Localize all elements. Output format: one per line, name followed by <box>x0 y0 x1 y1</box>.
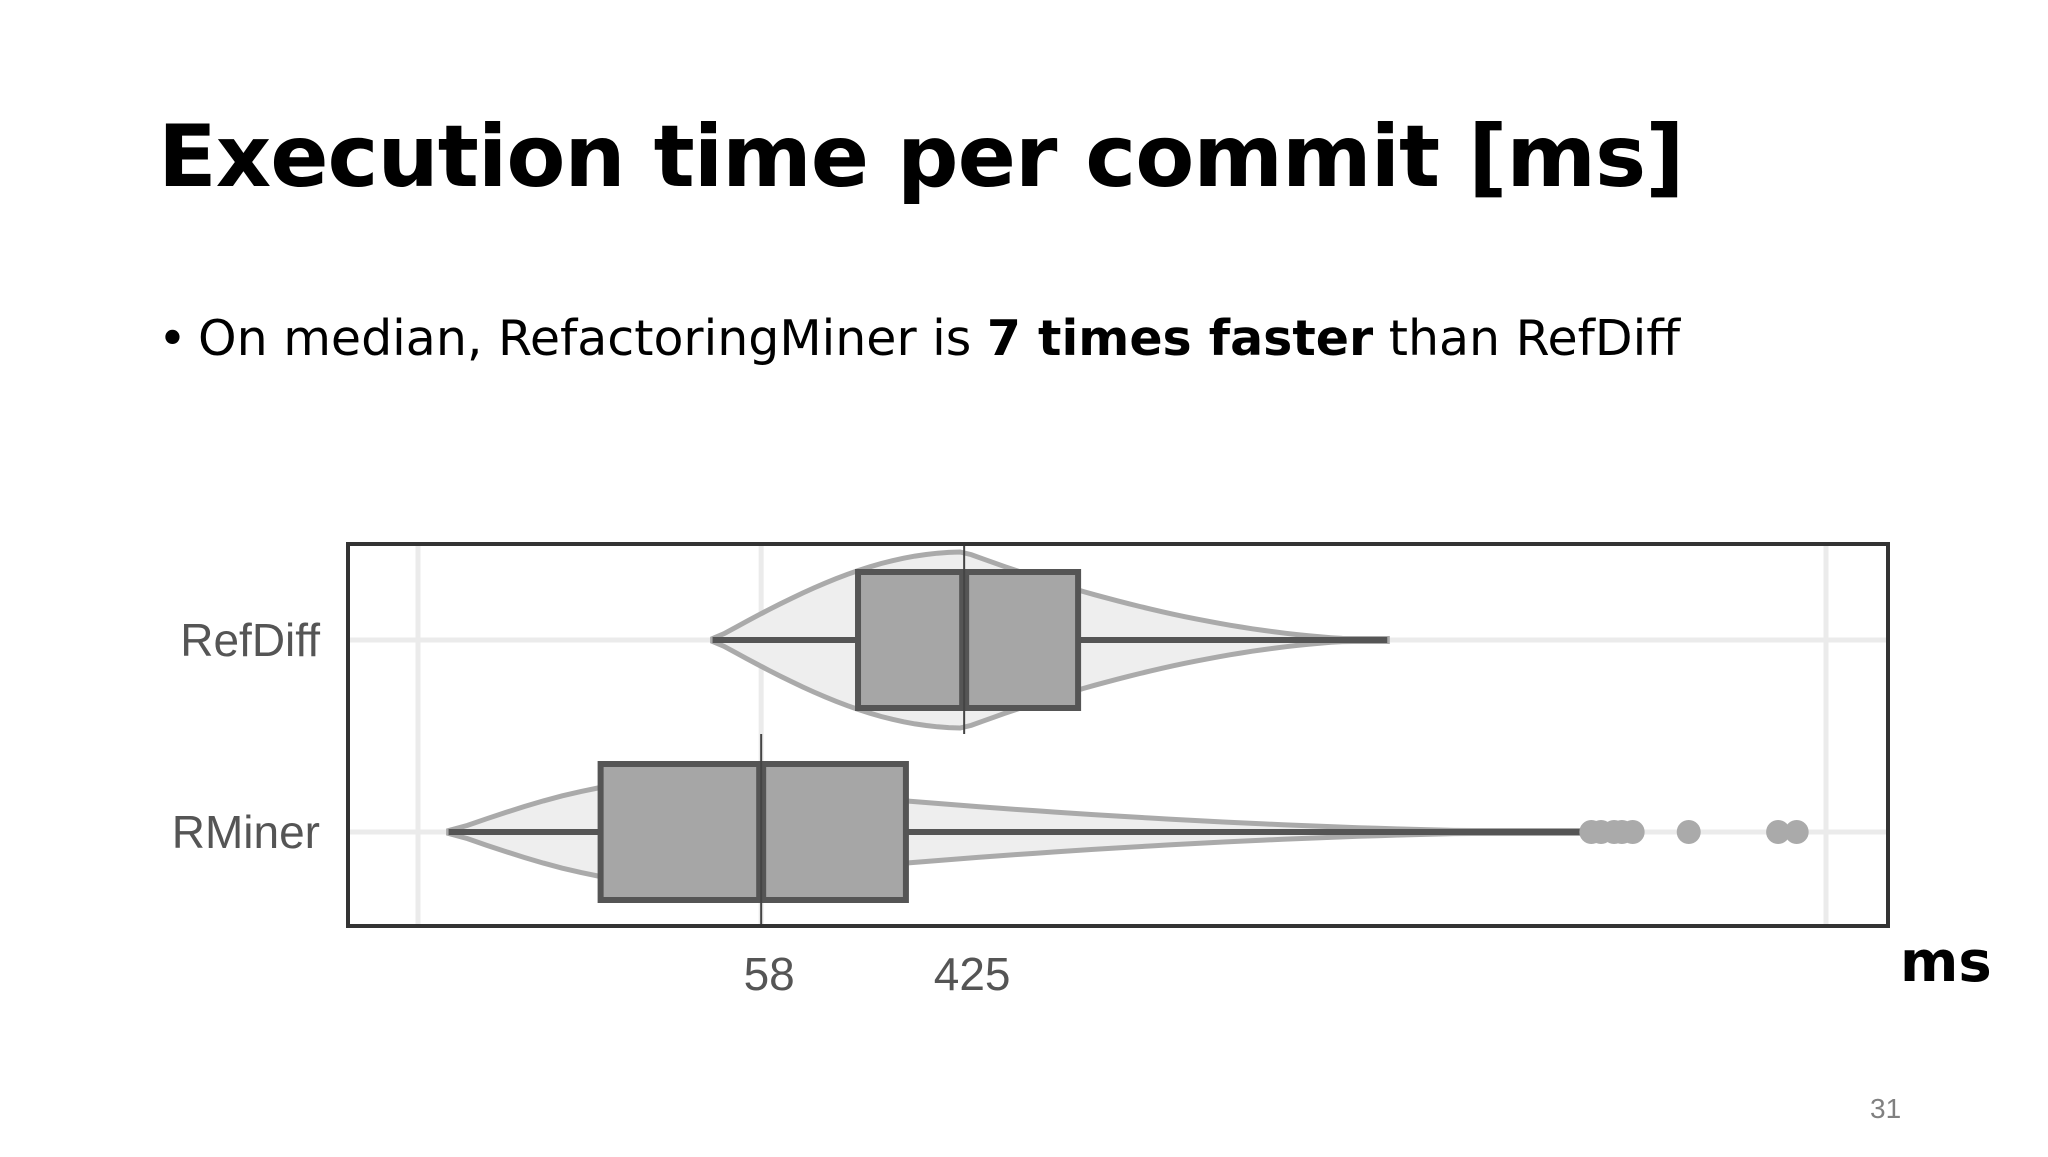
bullet-dot-icon: • <box>158 310 187 367</box>
x-tick-label: 58 <box>744 948 795 1000</box>
outlier-point <box>1766 820 1791 844</box>
bullet-point: • On median, RefactoringMiner is 7 times … <box>158 310 1680 369</box>
y-tick-label-refdiff: RefDiff <box>180 614 320 666</box>
bullet-text-prefix: On median, RefactoringMiner is <box>198 310 987 367</box>
outlier-point <box>1620 820 1645 844</box>
y-tick-label-rminer: RMiner <box>172 806 320 858</box>
bullet-text-bold: 7 times faster <box>986 310 1374 367</box>
outlier-point <box>1676 820 1701 844</box>
slide-title: Execution time per commit [ms] <box>158 107 1685 207</box>
axis-layer: RefDiff RMiner 58 425 <box>172 542 1890 1000</box>
slide-number: 31 <box>1870 1093 1902 1124</box>
outlier-point <box>1784 820 1809 844</box>
box-rminer <box>597 761 909 903</box>
bullet-text-suffix: than RefDiff <box>1373 310 1681 367</box>
x-tick-label: 425 <box>934 948 1011 1000</box>
x-axis-unit-label: ms <box>1900 930 1992 995</box>
plot-layer <box>446 544 1809 926</box>
plot-frame <box>346 542 1890 928</box>
